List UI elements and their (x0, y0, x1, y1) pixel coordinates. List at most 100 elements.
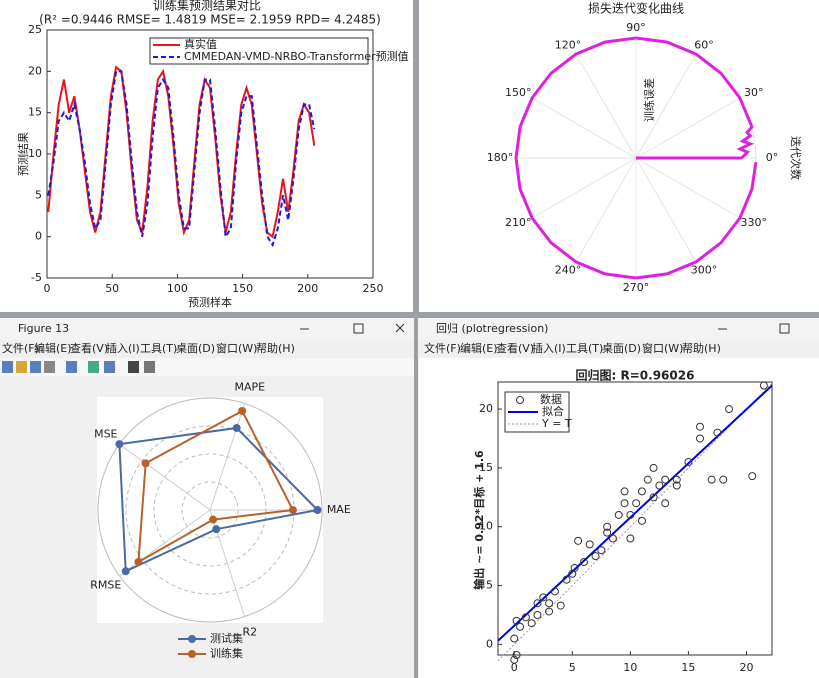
legend-label: 拟合 (542, 404, 564, 418)
data-point (597, 546, 606, 555)
legend-label: 测试集 (210, 631, 243, 645)
axes-box (497, 381, 773, 656)
polar-spoke (635, 157, 697, 263)
series-line (47, 70, 316, 248)
menu-item[interactable]: 工具(T) (140, 342, 177, 355)
data-point (661, 499, 670, 508)
polar-spoke (575, 157, 637, 263)
data-point (521, 613, 530, 622)
radar-point (141, 459, 150, 468)
y-axis-label: 输出 ~= 0.92*目标 + 1.6 (472, 450, 486, 590)
data-point (655, 481, 664, 490)
window-buttons[interactable] (300, 323, 790, 334)
data-point (533, 610, 542, 619)
data-point (637, 516, 646, 525)
data-point (626, 510, 635, 519)
menu-item[interactable]: 编辑(E) (460, 341, 498, 355)
theta-tick-label: 330° (741, 216, 768, 229)
data-point (672, 481, 681, 490)
data-point (603, 528, 612, 537)
radar-label: MAPE (234, 381, 265, 394)
legend-label: 数据 (540, 392, 562, 406)
data-point (696, 434, 705, 443)
title-bar (0, 318, 414, 340)
menu-item[interactable]: 桌面(D) (602, 342, 641, 355)
x-tick-label: 20 (739, 661, 753, 674)
x-tick-label: 15 (681, 661, 695, 674)
data-point (614, 510, 623, 519)
menu-item[interactable]: 文件(F) (2, 341, 39, 355)
menu-item[interactable]: 帮助(H) (256, 341, 295, 355)
theta-tick-label: 60° (694, 38, 714, 51)
radar-label: RMSE (90, 579, 121, 592)
toolbar (0, 358, 414, 376)
theta-tick-label: 90° (626, 21, 646, 34)
data-point (545, 607, 554, 616)
data-point (562, 575, 571, 584)
legend-label: 真实值 (184, 37, 217, 51)
menu-item[interactable]: 窗口(W) (642, 341, 683, 355)
y-tick-label: 10 (479, 520, 493, 533)
menu-item[interactable]: 插入(I) (106, 341, 140, 355)
data-point (550, 587, 559, 596)
menu-item[interactable]: 窗口(W) (216, 341, 257, 355)
identity-line (497, 382, 773, 662)
x-tick-label: 200 (297, 282, 318, 295)
data-point (579, 558, 588, 567)
x-tick-label: 5 (569, 661, 576, 674)
radar-point (288, 506, 297, 514)
data-point (545, 599, 554, 608)
data-point (585, 540, 594, 549)
data-point (759, 381, 768, 390)
r-axis-label: 训练误差 (642, 78, 656, 122)
data-point (608, 534, 617, 543)
data-point (684, 458, 693, 467)
menu-item[interactable]: 帮助(H) (682, 341, 721, 355)
data-point (707, 475, 716, 484)
radar-point (232, 423, 241, 432)
legend-marker (516, 396, 524, 404)
theta-tick-label: 150° (505, 86, 532, 99)
toolbar-icons[interactable] (2, 361, 155, 373)
data-point (643, 475, 652, 484)
menu-item[interactable]: 桌面(D) (176, 342, 215, 355)
title-bar (418, 318, 819, 340)
data-point (556, 601, 565, 610)
x-tick-label: 150 (232, 282, 253, 295)
x-axis-label: 预测样本 (188, 295, 232, 309)
menu-item[interactable]: 查看(V) (70, 341, 108, 355)
data-point (539, 593, 548, 602)
menu-item[interactable]: 工具(T) (566, 342, 603, 355)
chart-title: 训练集预测结果对比 (153, 0, 261, 13)
radar-label: MSE (94, 427, 117, 440)
menu-item[interactable]: 查看(V) (496, 341, 534, 355)
y-tick-label: 5 (486, 579, 493, 592)
radar-point (209, 515, 218, 524)
y-tick-label: 10 (28, 147, 42, 160)
data-point (719, 475, 728, 484)
radar-axis (209, 403, 246, 511)
y-tick-label: 15 (479, 461, 493, 474)
data-point (591, 552, 600, 561)
data-point (516, 622, 525, 631)
series-line (47, 65, 316, 239)
polar-spoke (531, 157, 637, 219)
data-point (527, 619, 536, 628)
menu-item[interactable]: 插入(I) (532, 341, 566, 355)
radar-point (121, 567, 130, 576)
data-point (632, 499, 641, 508)
theta-tick-label: 300° (691, 264, 718, 277)
polar-spoke (635, 97, 741, 159)
polar-spoke (635, 53, 697, 159)
x-tick-label: 10 (623, 661, 637, 674)
figure-panel (419, 0, 819, 312)
menu-item[interactable]: 文件(F) (424, 341, 461, 355)
menu-item[interactable]: 编辑(E) (34, 341, 72, 355)
y-tick-label: 0 (486, 637, 493, 650)
radar-label: MAE (327, 503, 351, 516)
polar-spoke (635, 157, 741, 219)
y-axis-label: 预测结果 (17, 132, 30, 176)
data-point (620, 499, 629, 508)
legend-label: Y = T (541, 417, 572, 430)
data-point (725, 405, 734, 414)
